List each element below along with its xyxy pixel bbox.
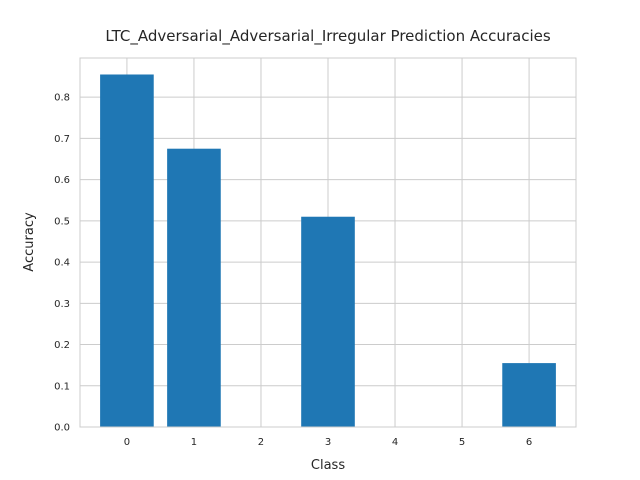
y-tick-label: 0.7 bbox=[54, 134, 70, 145]
bars bbox=[100, 74, 556, 427]
y-tick-label: 0.3 bbox=[54, 299, 70, 310]
y-tick-label: 0.6 bbox=[54, 175, 70, 186]
x-tick-label: 0 bbox=[124, 437, 130, 448]
x-tick-label: 1 bbox=[191, 437, 197, 448]
x-tick-label: 5 bbox=[459, 437, 465, 448]
x-axis-label: Class bbox=[311, 458, 345, 473]
x-tick-label: 2 bbox=[258, 437, 264, 448]
x-tick-label: 6 bbox=[526, 437, 532, 448]
chart-title: LTC_Adversarial_Adversarial_Irregular Pr… bbox=[105, 27, 551, 46]
plot-frame bbox=[79, 57, 577, 428]
y-tick-label: 0.5 bbox=[54, 216, 70, 227]
x-tick-labels: 0 1 2 3 4 5 6 bbox=[124, 437, 533, 448]
y-tick-label: 0.4 bbox=[54, 258, 70, 269]
bar-class-1 bbox=[167, 148, 221, 427]
y-tick-label: 0.2 bbox=[54, 340, 70, 351]
x-tick-label: 4 bbox=[392, 437, 398, 448]
y-axis-label: Accuracy bbox=[22, 212, 37, 272]
y-tick-label: 0.0 bbox=[54, 423, 70, 434]
bar-class-3 bbox=[301, 216, 355, 427]
bar-class-6 bbox=[502, 363, 556, 427]
y-tick-label: 0.1 bbox=[54, 381, 70, 392]
x-tick-label: 3 bbox=[325, 437, 331, 448]
y-tick-labels: 0.0 0.1 0.2 0.3 0.4 0.5 0.6 0.7 0.8 bbox=[54, 93, 70, 434]
bar-class-0 bbox=[100, 74, 154, 427]
y-tick-label: 0.8 bbox=[54, 93, 70, 104]
